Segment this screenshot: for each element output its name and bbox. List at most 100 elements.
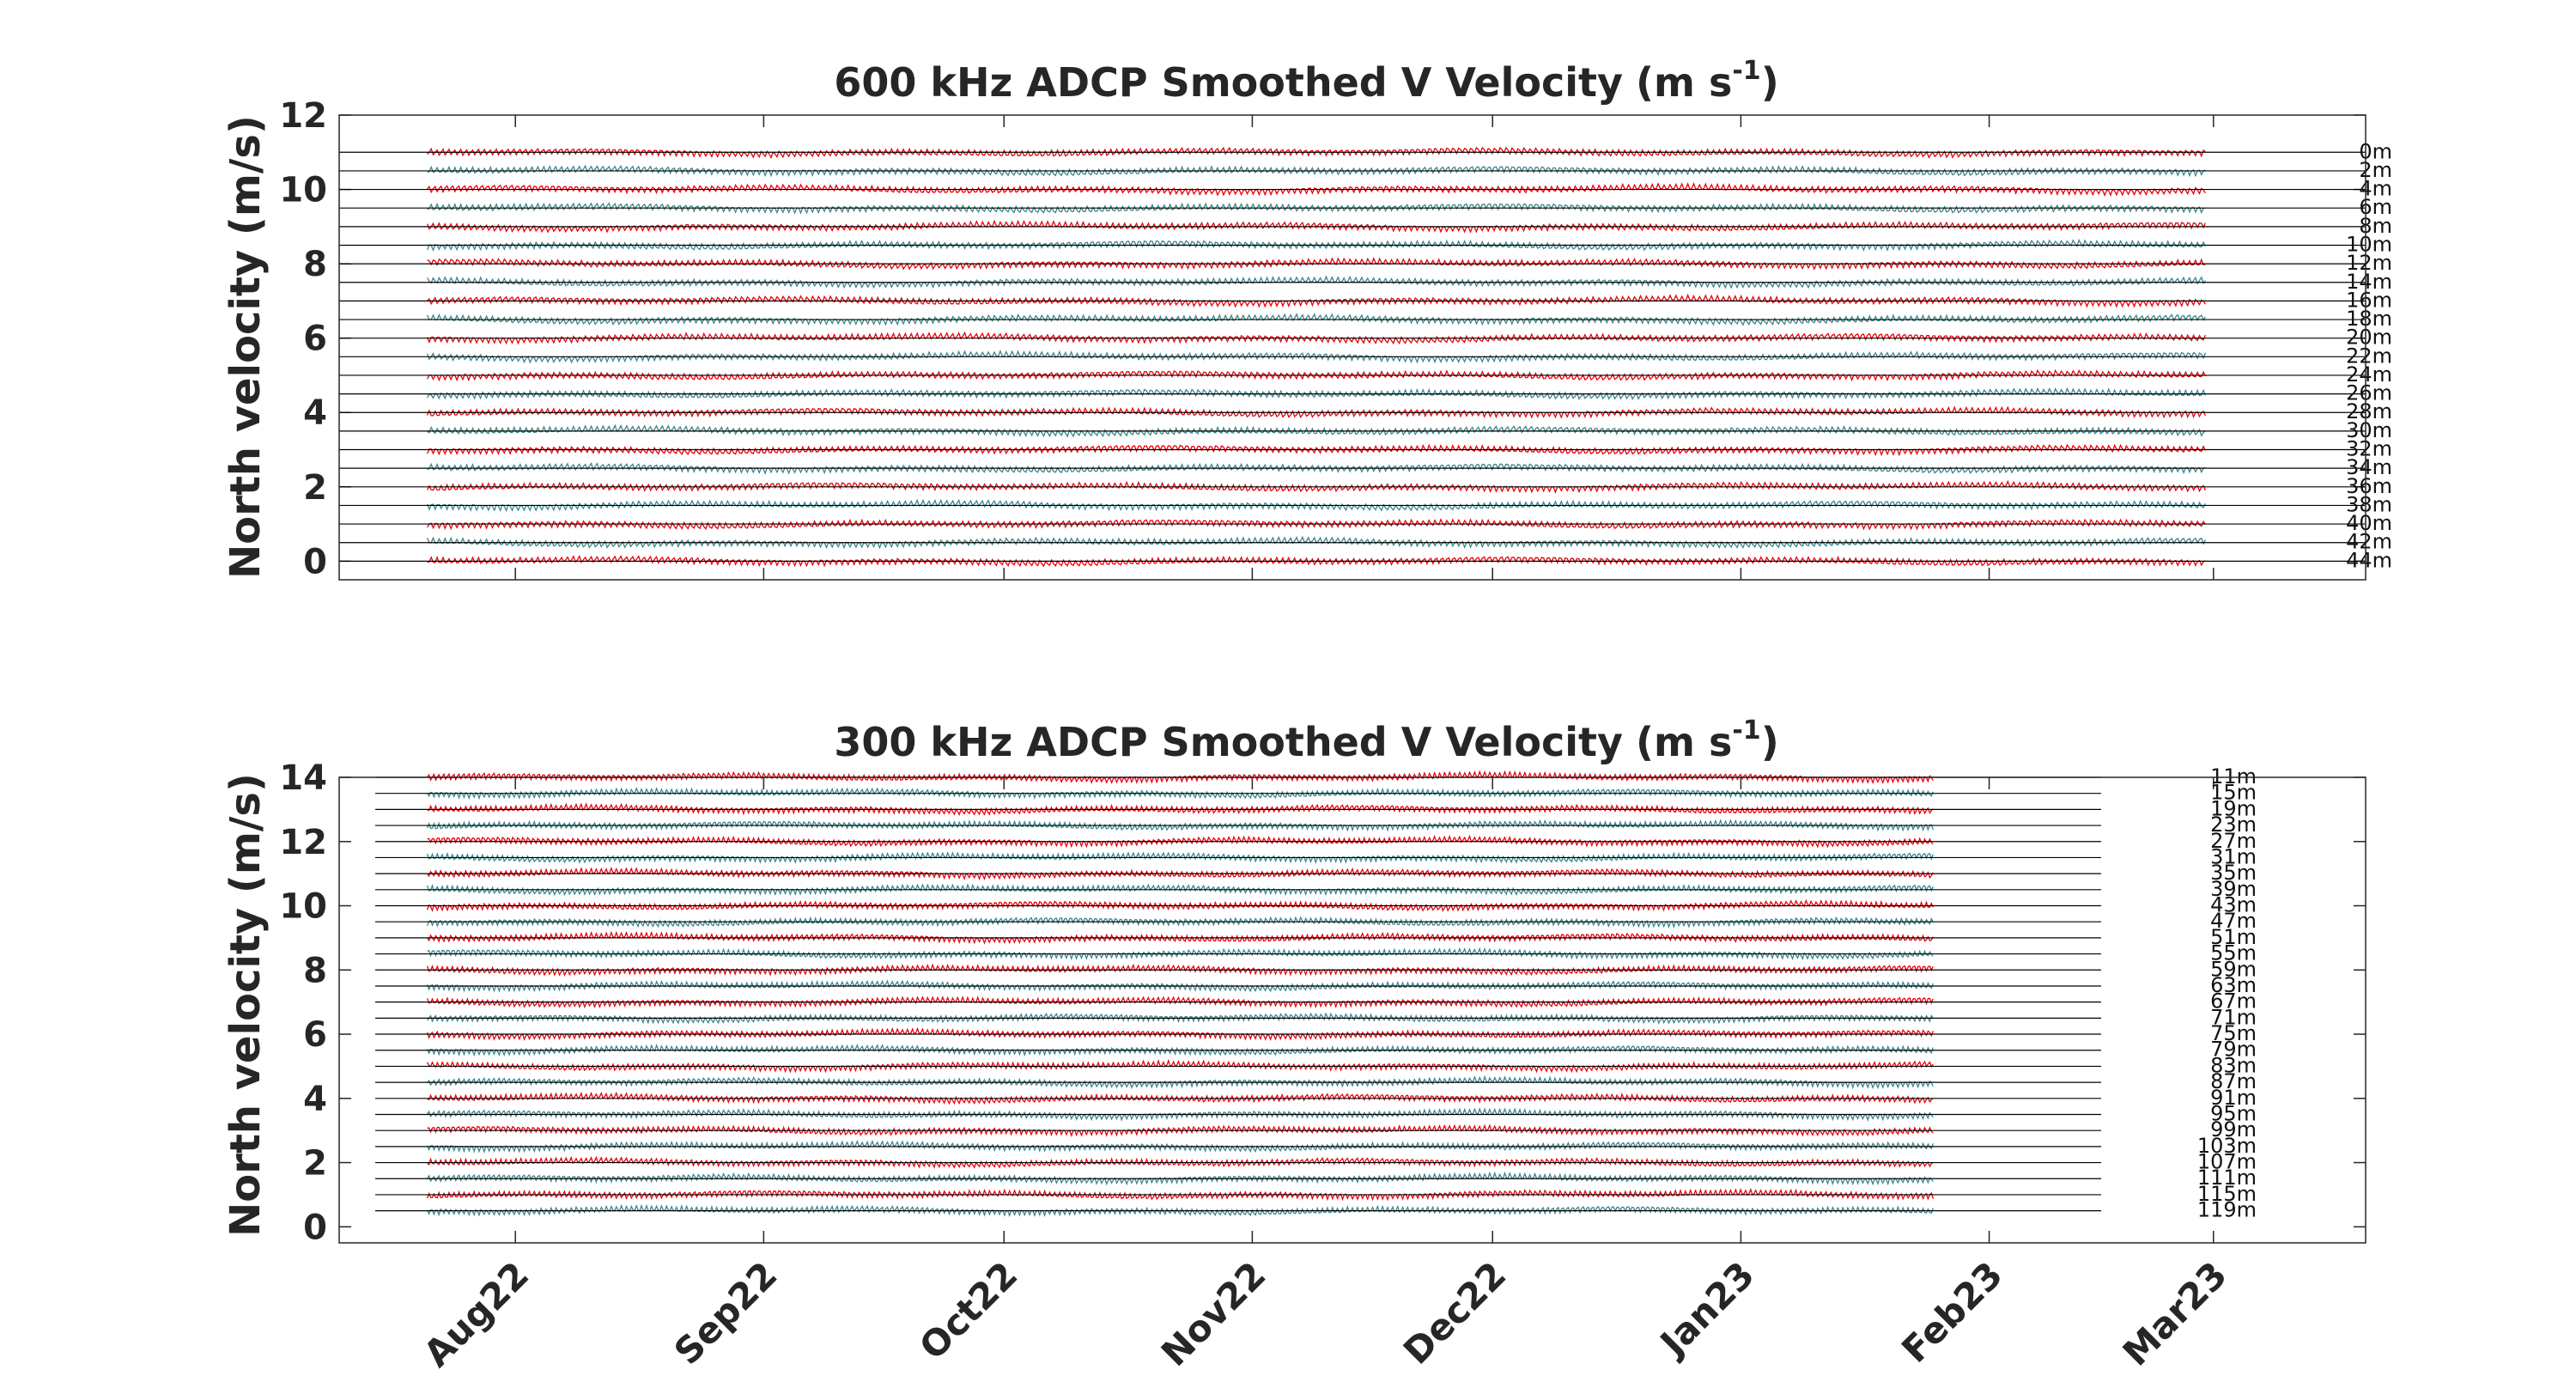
velocity-trace-91m: [427, 1091, 1934, 1105]
depth-label: 119m: [2197, 1198, 2257, 1222]
depth-label: 38m: [2346, 492, 2392, 516]
depth-label: 111m: [2197, 1166, 2257, 1190]
depth-label: 43m: [2210, 893, 2257, 917]
depth-label: 6m: [2359, 195, 2392, 219]
x-tick-label: Oct22: [911, 1253, 1025, 1367]
depth-label: 55m: [2210, 941, 2257, 965]
y-tick-label: 12: [279, 823, 327, 862]
depth-label: 71m: [2210, 1005, 2257, 1029]
depth-label: 91m: [2210, 1086, 2257, 1110]
depth-label: 99m: [2210, 1117, 2257, 1142]
depth-label: 22m: [2346, 344, 2392, 368]
depth-label: 28m: [2346, 399, 2392, 423]
y-tick-label: 6: [303, 1015, 327, 1055]
velocity-trace-12m: [427, 257, 2206, 271]
chart-title-units: (m s-1): [1636, 56, 1779, 106]
depth-label: 51m: [2210, 925, 2257, 949]
y-tick-label: 14: [279, 758, 327, 798]
x-ticks: Aug22 Sep22 Oct22 Nov22 Dec22 Jan23 Feb23 Mar23: [416, 777, 2235, 1375]
depth-label: 8m: [2359, 214, 2392, 238]
depth-label: 59m: [2210, 957, 2257, 981]
depth-label: 47m: [2210, 909, 2257, 933]
y-ticks: 0 2 4 6 8 10 12 14: [279, 758, 2366, 1247]
x-ticks: [514, 115, 2215, 580]
velocity-trace-111m: [427, 1171, 1934, 1186]
depth-label: 15m: [2210, 781, 2257, 805]
plot-area: [338, 114, 2366, 581]
x-tick-label: Sep22: [666, 1253, 786, 1373]
depth-label: 12m: [2346, 251, 2392, 275]
y-tick-label: 2: [303, 1144, 327, 1184]
velocity-trace-27m: [427, 834, 1934, 849]
depth-label: 35m: [2210, 861, 2257, 885]
y-tick-label: 8: [303, 951, 327, 990]
depth-label: 26m: [2346, 381, 2392, 405]
chart-title: 300 kHz ADCP Smoothed V Velocity: [834, 719, 1623, 765]
depth-label: 27m: [2210, 829, 2257, 853]
plot-area: [338, 776, 2366, 1244]
y-tick-label: 12: [279, 96, 327, 136]
y-tick-label: 10: [279, 171, 327, 210]
depth-label: 24m: [2346, 362, 2392, 387]
y-axis-label: North velocity (m/s): [222, 115, 270, 579]
depth-label: 2m: [2359, 158, 2392, 182]
y-tick-label: 8: [303, 245, 327, 284]
depth-label: 115m: [2197, 1182, 2257, 1206]
depth-label: 16m: [2346, 288, 2392, 312]
velocity-trace-103m: [427, 1139, 1934, 1154]
y-axis-label: North velocity (m/s): [222, 773, 270, 1237]
depth-label: 103m: [2197, 1134, 2257, 1158]
depth-label: 79m: [2210, 1038, 2257, 1062]
depth-label: 11m: [2210, 764, 2257, 788]
velocity-trace-35m: [427, 866, 1934, 881]
y-tick-label: 0: [303, 542, 327, 581]
x-tick-label: Jan23: [1650, 1253, 1762, 1365]
y-tick-label: 4: [303, 1080, 327, 1119]
depth-label: 4m: [2359, 177, 2392, 201]
depth-label: 20m: [2346, 326, 2392, 350]
velocity-trace-95m: [427, 1107, 1934, 1122]
velocity-trace-36m: [427, 479, 2206, 494]
depth-label: 34m: [2346, 455, 2392, 479]
velocity-trace-8m: [426, 219, 2206, 234]
chart-300khz: 300 kHz ADCP Smoothed V Velocity (m s-1)…: [222, 715, 2366, 1375]
depth-label: 67m: [2210, 989, 2257, 1014]
chart-title-units: (m s-1): [1636, 715, 1779, 765]
depth-label: 44m: [2346, 548, 2392, 572]
depth-label: 42m: [2346, 530, 2392, 554]
y-tick-label: 6: [303, 320, 327, 359]
y-ticks: 0 2 4 6 8 10 12: [279, 96, 2366, 581]
depth-label: 19m: [2210, 796, 2257, 820]
y-tick-label: 2: [303, 468, 327, 508]
velocity-trace-20m: [426, 331, 2207, 345]
velocity-trace-99m: [427, 1123, 1934, 1137]
velocity-trace-107m: [427, 1155, 1934, 1169]
depth-label: 14m: [2346, 270, 2392, 294]
depth-label: 32m: [2346, 437, 2392, 461]
depth-label: 0m: [2359, 139, 2392, 163]
x-tick-label: Aug22: [416, 1253, 537, 1374]
depth-label: 18m: [2346, 307, 2392, 331]
y-tick-label: 0: [303, 1208, 327, 1247]
depth-label: 23m: [2210, 813, 2257, 837]
depth-label: 107m: [2197, 1150, 2257, 1174]
x-tick-label: Dec22: [1395, 1253, 1514, 1372]
velocity-trace-14m: [427, 275, 2206, 289]
depth-label: 39m: [2210, 877, 2257, 901]
velocity-trace-22m: [426, 349, 2207, 364]
velocity-trace-75m: [426, 1026, 1934, 1042]
velocity-trace-55m: [427, 947, 1934, 961]
depth-label: 10m: [2346, 232, 2392, 256]
depth-label: 31m: [2210, 844, 2257, 868]
velocity-trace-83m: [427, 1058, 1934, 1074]
velocity-trace-11m: [427, 770, 1934, 785]
velocity-trace-0m: [427, 146, 2206, 160]
chart-600khz: 600 kHz ADCP Smoothed V Velocity (m s-1)…: [222, 56, 2392, 581]
y-tick-label: 10: [279, 887, 327, 927]
depth-label: 95m: [2210, 1101, 2257, 1125]
depth-label: 30m: [2346, 418, 2392, 442]
depth-label: 40m: [2346, 511, 2392, 535]
depth-labels: 0m2m4m6m8m10m12m14m16m18m20m22m24m26m28m…: [339, 139, 2392, 572]
